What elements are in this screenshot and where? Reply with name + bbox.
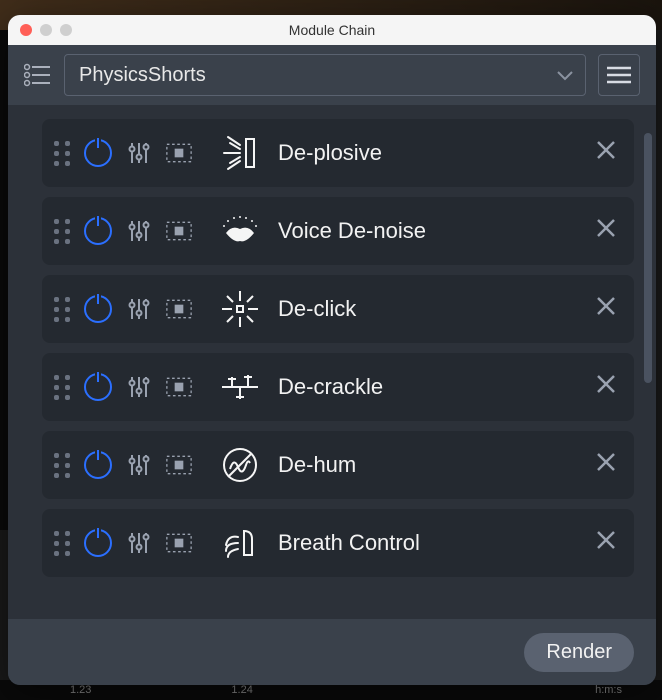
module-row: De-hum — [42, 431, 634, 499]
chevron-down-icon — [557, 64, 573, 87]
power-toggle[interactable] — [84, 295, 112, 323]
module-row: De-crackle — [42, 353, 634, 421]
settings-sliders-icon[interactable] — [126, 374, 152, 400]
chain-list-icon[interactable] — [24, 63, 52, 87]
power-toggle[interactable] — [84, 451, 112, 479]
remove-module-button[interactable] — [596, 140, 616, 166]
remove-module-button[interactable] — [596, 374, 616, 400]
module-type-icon — [216, 207, 264, 255]
header-bar: PhysicsShorts — [8, 45, 656, 105]
module-label: De-plosive — [278, 140, 582, 166]
module-row: De-plosive — [42, 119, 634, 187]
selection-icon[interactable] — [166, 374, 192, 400]
power-toggle[interactable] — [84, 373, 112, 401]
settings-sliders-icon[interactable] — [126, 530, 152, 556]
settings-sliders-icon[interactable] — [126, 296, 152, 322]
preset-name: PhysicsShorts — [79, 64, 206, 87]
drag-handle-icon[interactable] — [54, 297, 70, 322]
remove-module-button[interactable] — [596, 452, 616, 478]
remove-module-button[interactable] — [596, 530, 616, 556]
module-label: Voice De-noise — [278, 218, 582, 244]
remove-module-button[interactable] — [596, 296, 616, 322]
module-label: De-hum — [278, 452, 582, 478]
footer-bar: Render — [8, 619, 656, 685]
scrollbar[interactable] — [644, 133, 652, 383]
settings-sliders-icon[interactable] — [126, 452, 152, 478]
selection-icon[interactable] — [166, 296, 192, 322]
power-toggle[interactable] — [84, 529, 112, 557]
power-toggle[interactable] — [84, 139, 112, 167]
module-type-icon — [216, 519, 264, 567]
module-type-icon — [216, 285, 264, 333]
module-row: Voice De-noise — [42, 197, 634, 265]
traffic-lights — [20, 24, 72, 36]
module-list-container: De-plosive — [8, 105, 656, 619]
drag-handle-icon[interactable] — [54, 531, 70, 556]
drag-handle-icon[interactable] — [54, 375, 70, 400]
drag-handle-icon[interactable] — [54, 219, 70, 244]
selection-icon[interactable] — [166, 452, 192, 478]
minimize-window-button[interactable] — [40, 24, 52, 36]
maximize-window-button[interactable] — [60, 24, 72, 36]
timeline-tick: 1.23 — [70, 684, 91, 696]
module-type-icon — [216, 129, 264, 177]
render-button[interactable]: Render — [524, 633, 634, 672]
power-toggle[interactable] — [84, 217, 112, 245]
preset-dropdown[interactable]: PhysicsShorts — [64, 54, 586, 96]
close-window-button[interactable] — [20, 24, 32, 36]
selection-icon[interactable] — [166, 530, 192, 556]
timeline-tick: 1.24 — [231, 684, 252, 696]
module-chain-window: Module Chain PhysicsShorts — [8, 15, 656, 685]
settings-sliders-icon[interactable] — [126, 140, 152, 166]
module-row: De-click — [42, 275, 634, 343]
module-type-icon — [216, 363, 264, 411]
drag-handle-icon[interactable] — [54, 453, 70, 478]
module-label: Breath Control — [278, 530, 582, 556]
settings-sliders-icon[interactable] — [126, 218, 152, 244]
module-type-icon — [216, 441, 264, 489]
titlebar: Module Chain — [8, 15, 656, 45]
window-title: Module Chain — [20, 22, 644, 38]
menu-button[interactable] — [598, 54, 640, 96]
module-label: De-crackle — [278, 374, 582, 400]
drag-handle-icon[interactable] — [54, 141, 70, 166]
remove-module-button[interactable] — [596, 218, 616, 244]
module-label: De-click — [278, 296, 582, 322]
module-row: Breath Control — [42, 509, 634, 577]
selection-icon[interactable] — [166, 140, 192, 166]
timeline-unit: h:m:s — [595, 684, 622, 696]
selection-icon[interactable] — [166, 218, 192, 244]
